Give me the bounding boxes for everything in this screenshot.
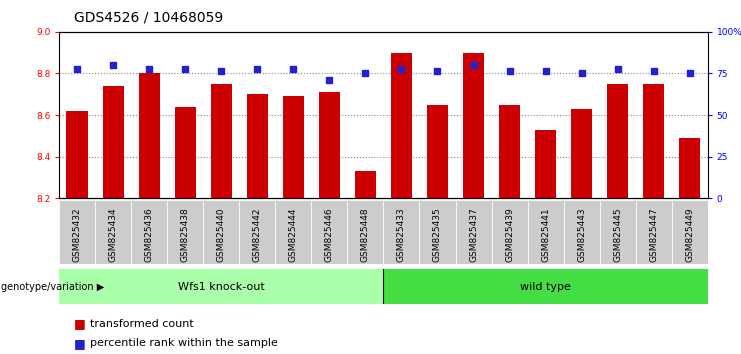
- Bar: [131, 200, 167, 264]
- Bar: [571, 109, 592, 198]
- Text: GSM825445: GSM825445: [613, 208, 622, 262]
- Text: ■: ■: [74, 337, 86, 350]
- Bar: [528, 200, 564, 264]
- Text: GSM825449: GSM825449: [685, 208, 694, 262]
- Text: GSM825437: GSM825437: [469, 208, 478, 262]
- Bar: [427, 105, 448, 198]
- Text: GSM825446: GSM825446: [325, 208, 334, 262]
- Text: percentile rank within the sample: percentile rank within the sample: [90, 338, 279, 348]
- Text: transformed count: transformed count: [90, 319, 194, 329]
- Bar: [419, 200, 456, 264]
- Point: [359, 70, 371, 76]
- Bar: [59, 200, 96, 264]
- Point: [611, 67, 623, 72]
- Text: GSM825441: GSM825441: [541, 208, 550, 262]
- Point: [324, 77, 336, 82]
- Text: GSM825439: GSM825439: [505, 208, 514, 262]
- Text: GDS4526 / 10468059: GDS4526 / 10468059: [74, 11, 223, 25]
- Bar: [96, 200, 131, 264]
- Text: GSM825444: GSM825444: [289, 208, 298, 262]
- Bar: [276, 200, 311, 264]
- Text: GSM825433: GSM825433: [397, 208, 406, 262]
- Text: GSM825442: GSM825442: [253, 208, 262, 262]
- Bar: [210, 84, 232, 198]
- Text: GSM825434: GSM825434: [109, 208, 118, 262]
- Bar: [499, 105, 520, 198]
- Bar: [456, 200, 491, 264]
- Point: [251, 67, 263, 72]
- Bar: [391, 53, 412, 198]
- Bar: [67, 111, 88, 198]
- Bar: [175, 107, 196, 198]
- Text: GSM825435: GSM825435: [433, 208, 442, 262]
- Bar: [311, 200, 348, 264]
- Bar: [607, 84, 628, 198]
- Bar: [247, 94, 268, 198]
- Bar: [599, 200, 636, 264]
- Text: GSM825436: GSM825436: [144, 208, 154, 262]
- Bar: [348, 200, 383, 264]
- Point: [539, 69, 551, 74]
- Bar: [167, 200, 203, 264]
- Text: GSM825448: GSM825448: [361, 208, 370, 262]
- Bar: [355, 171, 376, 198]
- Bar: [282, 96, 305, 198]
- Text: GSM825438: GSM825438: [181, 208, 190, 262]
- Text: GSM825443: GSM825443: [577, 208, 586, 262]
- Point: [288, 67, 299, 72]
- Point: [431, 69, 443, 74]
- Text: wild type: wild type: [520, 282, 571, 292]
- Point: [576, 70, 588, 76]
- Point: [179, 67, 191, 72]
- Bar: [102, 86, 124, 198]
- Bar: [59, 269, 384, 304]
- Bar: [535, 130, 556, 198]
- Point: [216, 69, 227, 74]
- Bar: [384, 269, 708, 304]
- Bar: [462, 53, 485, 198]
- Point: [71, 67, 83, 72]
- Point: [684, 70, 696, 76]
- Bar: [491, 200, 528, 264]
- Text: GSM825447: GSM825447: [649, 208, 658, 262]
- Bar: [679, 138, 700, 198]
- Bar: [384, 200, 419, 264]
- Point: [144, 67, 156, 72]
- Bar: [319, 92, 340, 198]
- Bar: [564, 200, 599, 264]
- Text: ■: ■: [74, 318, 86, 330]
- Text: Wfs1 knock-out: Wfs1 knock-out: [178, 282, 265, 292]
- Text: GSM825440: GSM825440: [217, 208, 226, 262]
- Text: genotype/variation ▶: genotype/variation ▶: [1, 282, 104, 292]
- Point: [107, 62, 119, 68]
- Bar: [139, 73, 160, 198]
- Bar: [636, 200, 671, 264]
- Bar: [203, 200, 239, 264]
- Text: GSM825432: GSM825432: [73, 208, 82, 262]
- Point: [396, 67, 408, 72]
- Bar: [642, 84, 665, 198]
- Point: [648, 69, 659, 74]
- Bar: [239, 200, 276, 264]
- Bar: [671, 200, 708, 264]
- Point: [504, 69, 516, 74]
- Point: [468, 62, 479, 68]
